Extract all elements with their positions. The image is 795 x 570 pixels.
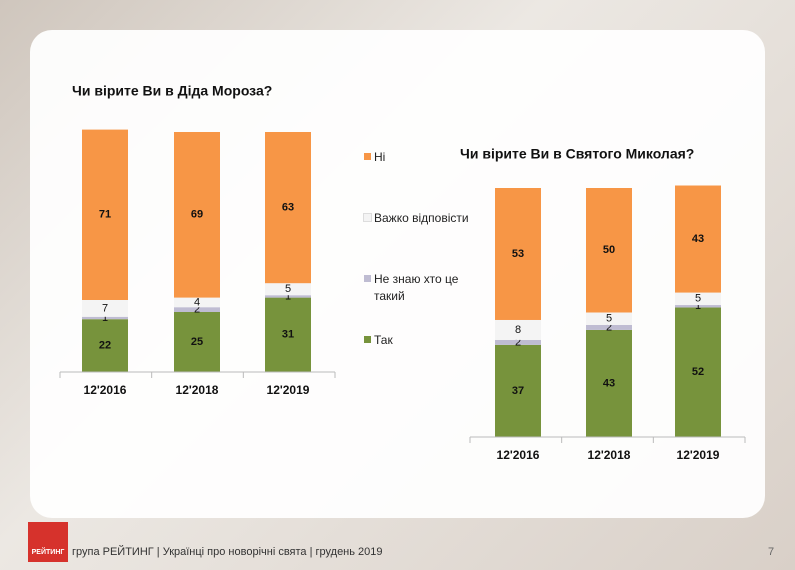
bar-segment [495, 339, 541, 345]
data-label: 31 [282, 329, 294, 341]
legend-label: Так [374, 333, 393, 347]
data-label: 25 [191, 336, 203, 348]
data-label: 71 [99, 209, 111, 221]
bar-segment [675, 185, 721, 293]
bar-segment [174, 307, 220, 312]
data-label: 1 [102, 312, 108, 324]
data-label: 5 [285, 283, 291, 295]
bar-segment [265, 297, 311, 372]
chart-title: Чи вірите Ви в Святого Миколая? [460, 146, 694, 162]
bar-segment [675, 292, 721, 306]
legend-swatch [364, 336, 371, 343]
bar-segment [265, 295, 311, 298]
legend-swatch [363, 213, 372, 222]
bar-segment [174, 312, 220, 372]
data-label: 1 [695, 300, 701, 312]
bar-segment [174, 132, 220, 298]
bar-segment [495, 319, 541, 340]
legend-label: Ні [374, 150, 386, 164]
bar-segment [174, 297, 220, 308]
bar-segment [265, 283, 311, 296]
logo: РЕЙТИНГ [32, 547, 65, 556]
logo-box [28, 522, 68, 562]
data-label: 50 [603, 244, 615, 256]
bar-segment [675, 307, 721, 437]
bar-segment [586, 188, 632, 313]
bar-segment [495, 188, 541, 320]
data-label: 4 [194, 296, 200, 308]
x-tick-label: 12'2019 [267, 383, 310, 397]
legend-item: Важко відповісти [363, 210, 474, 227]
chart-title: Чи вірите Ви в Діда Мороза? [72, 83, 272, 99]
data-label: 2 [194, 304, 200, 316]
data-label: 5 [606, 313, 612, 325]
data-label: 37 [512, 385, 524, 397]
data-label: 53 [512, 248, 524, 260]
bar-segment [675, 305, 721, 308]
x-tick-label: 12'2018 [588, 448, 631, 462]
legend-swatch [364, 153, 371, 160]
x-tick-label: 12'2019 [677, 448, 720, 462]
footer-text: група РЕЙТИНГ | Українці про новорічні с… [72, 545, 383, 558]
data-label: 43 [692, 233, 704, 245]
legend-swatch [364, 275, 371, 282]
data-label: 2 [606, 321, 612, 333]
legend-item: Так [364, 332, 474, 349]
bar-segment [586, 329, 632, 437]
bar-segment [82, 300, 128, 317]
legend-label: Не знаю хто це такий [374, 272, 459, 303]
bar-segment [82, 316, 128, 320]
bar-segment [495, 344, 541, 437]
legend-item: Не знаю хто це такий [364, 271, 474, 305]
legend-label: Важко відповісти [374, 211, 469, 225]
legend-item: Ні [364, 149, 474, 166]
bar-segment [82, 319, 128, 372]
data-label: 63 [282, 202, 294, 214]
data-label: 5 [695, 293, 701, 305]
data-label: 69 [191, 209, 203, 221]
x-tick-label: 12'2016 [497, 448, 540, 462]
bar-segment [586, 324, 632, 330]
data-label: 2 [515, 336, 521, 348]
bar-segment [586, 312, 632, 325]
data-label: 22 [99, 340, 111, 352]
data-label: 52 [692, 366, 704, 378]
bar-segment [265, 132, 311, 284]
x-tick-label: 12'2016 [84, 383, 127, 397]
data-label: 43 [603, 377, 615, 389]
x-tick-label: 12'2018 [176, 383, 219, 397]
page-number: 7 [768, 546, 774, 558]
data-label: 1 [285, 290, 291, 302]
data-label: 7 [102, 302, 108, 314]
data-label: 8 [515, 324, 521, 336]
bar-segment [82, 129, 128, 300]
